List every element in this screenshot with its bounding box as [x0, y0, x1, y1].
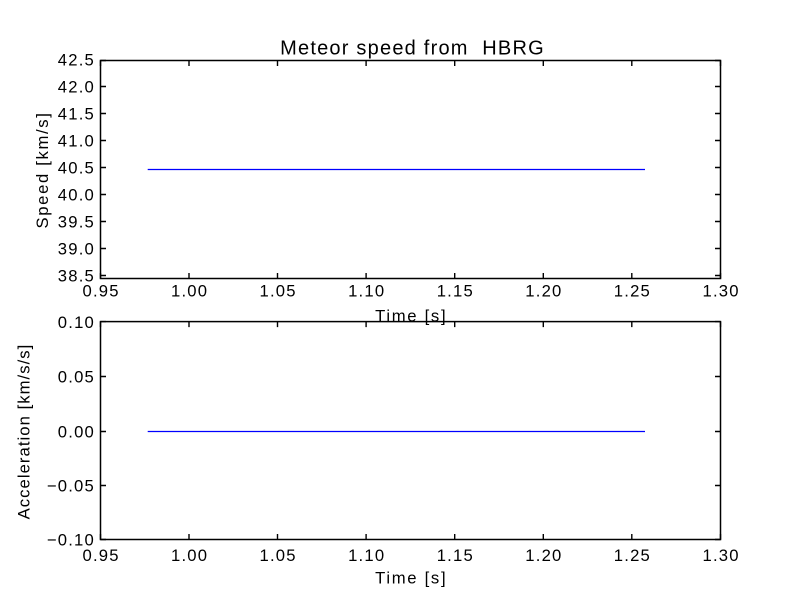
svg-text:0.95: 0.95: [82, 282, 119, 301]
svg-text:1.25: 1.25: [614, 282, 651, 301]
svg-text:0.10: 0.10: [58, 313, 95, 332]
svg-text:41.5: 41.5: [58, 104, 95, 123]
svg-text:1.00: 1.00: [171, 546, 208, 565]
svg-text:1.20: 1.20: [525, 282, 562, 301]
svg-text:1.15: 1.15: [437, 282, 474, 301]
svg-text:40.0: 40.0: [58, 185, 95, 204]
svg-text:38.5: 38.5: [58, 266, 95, 285]
svg-text:1.10: 1.10: [348, 546, 385, 565]
svg-text:40.5: 40.5: [58, 158, 95, 177]
svg-text:0.95: 0.95: [82, 546, 119, 565]
svg-text:1.15: 1.15: [437, 546, 474, 565]
svg-text:42.5: 42.5: [58, 50, 95, 69]
svg-text:1.05: 1.05: [259, 282, 296, 301]
svg-text:39.5: 39.5: [58, 212, 95, 231]
svg-text:−0.10: −0.10: [47, 530, 95, 549]
svg-text:0.05: 0.05: [58, 367, 95, 386]
svg-text:1.20: 1.20: [525, 546, 562, 565]
svg-text:1.00: 1.00: [171, 282, 208, 301]
svg-text:Time [s]: Time [s]: [375, 569, 447, 588]
svg-text:Meteor speed from HBRG: Meteor speed from HBRG: [280, 38, 545, 60]
svg-text:Acceleration [km/s/s]: Acceleration [km/s/s]: [15, 344, 34, 520]
svg-text:1.30: 1.30: [702, 546, 739, 565]
svg-text:41.0: 41.0: [58, 131, 95, 150]
svg-text:Time [s]: Time [s]: [375, 307, 447, 326]
svg-text:0.00: 0.00: [58, 422, 95, 441]
svg-text:1.25: 1.25: [614, 546, 651, 565]
svg-text:42.0: 42.0: [58, 77, 95, 96]
svg-text:−0.05: −0.05: [47, 476, 95, 495]
svg-text:1.10: 1.10: [348, 282, 385, 301]
svg-text:39.0: 39.0: [58, 239, 95, 258]
svg-text:1.05: 1.05: [259, 546, 296, 565]
svg-text:1.30: 1.30: [702, 282, 739, 301]
svg-text:Speed [km/s]: Speed [km/s]: [33, 111, 52, 228]
